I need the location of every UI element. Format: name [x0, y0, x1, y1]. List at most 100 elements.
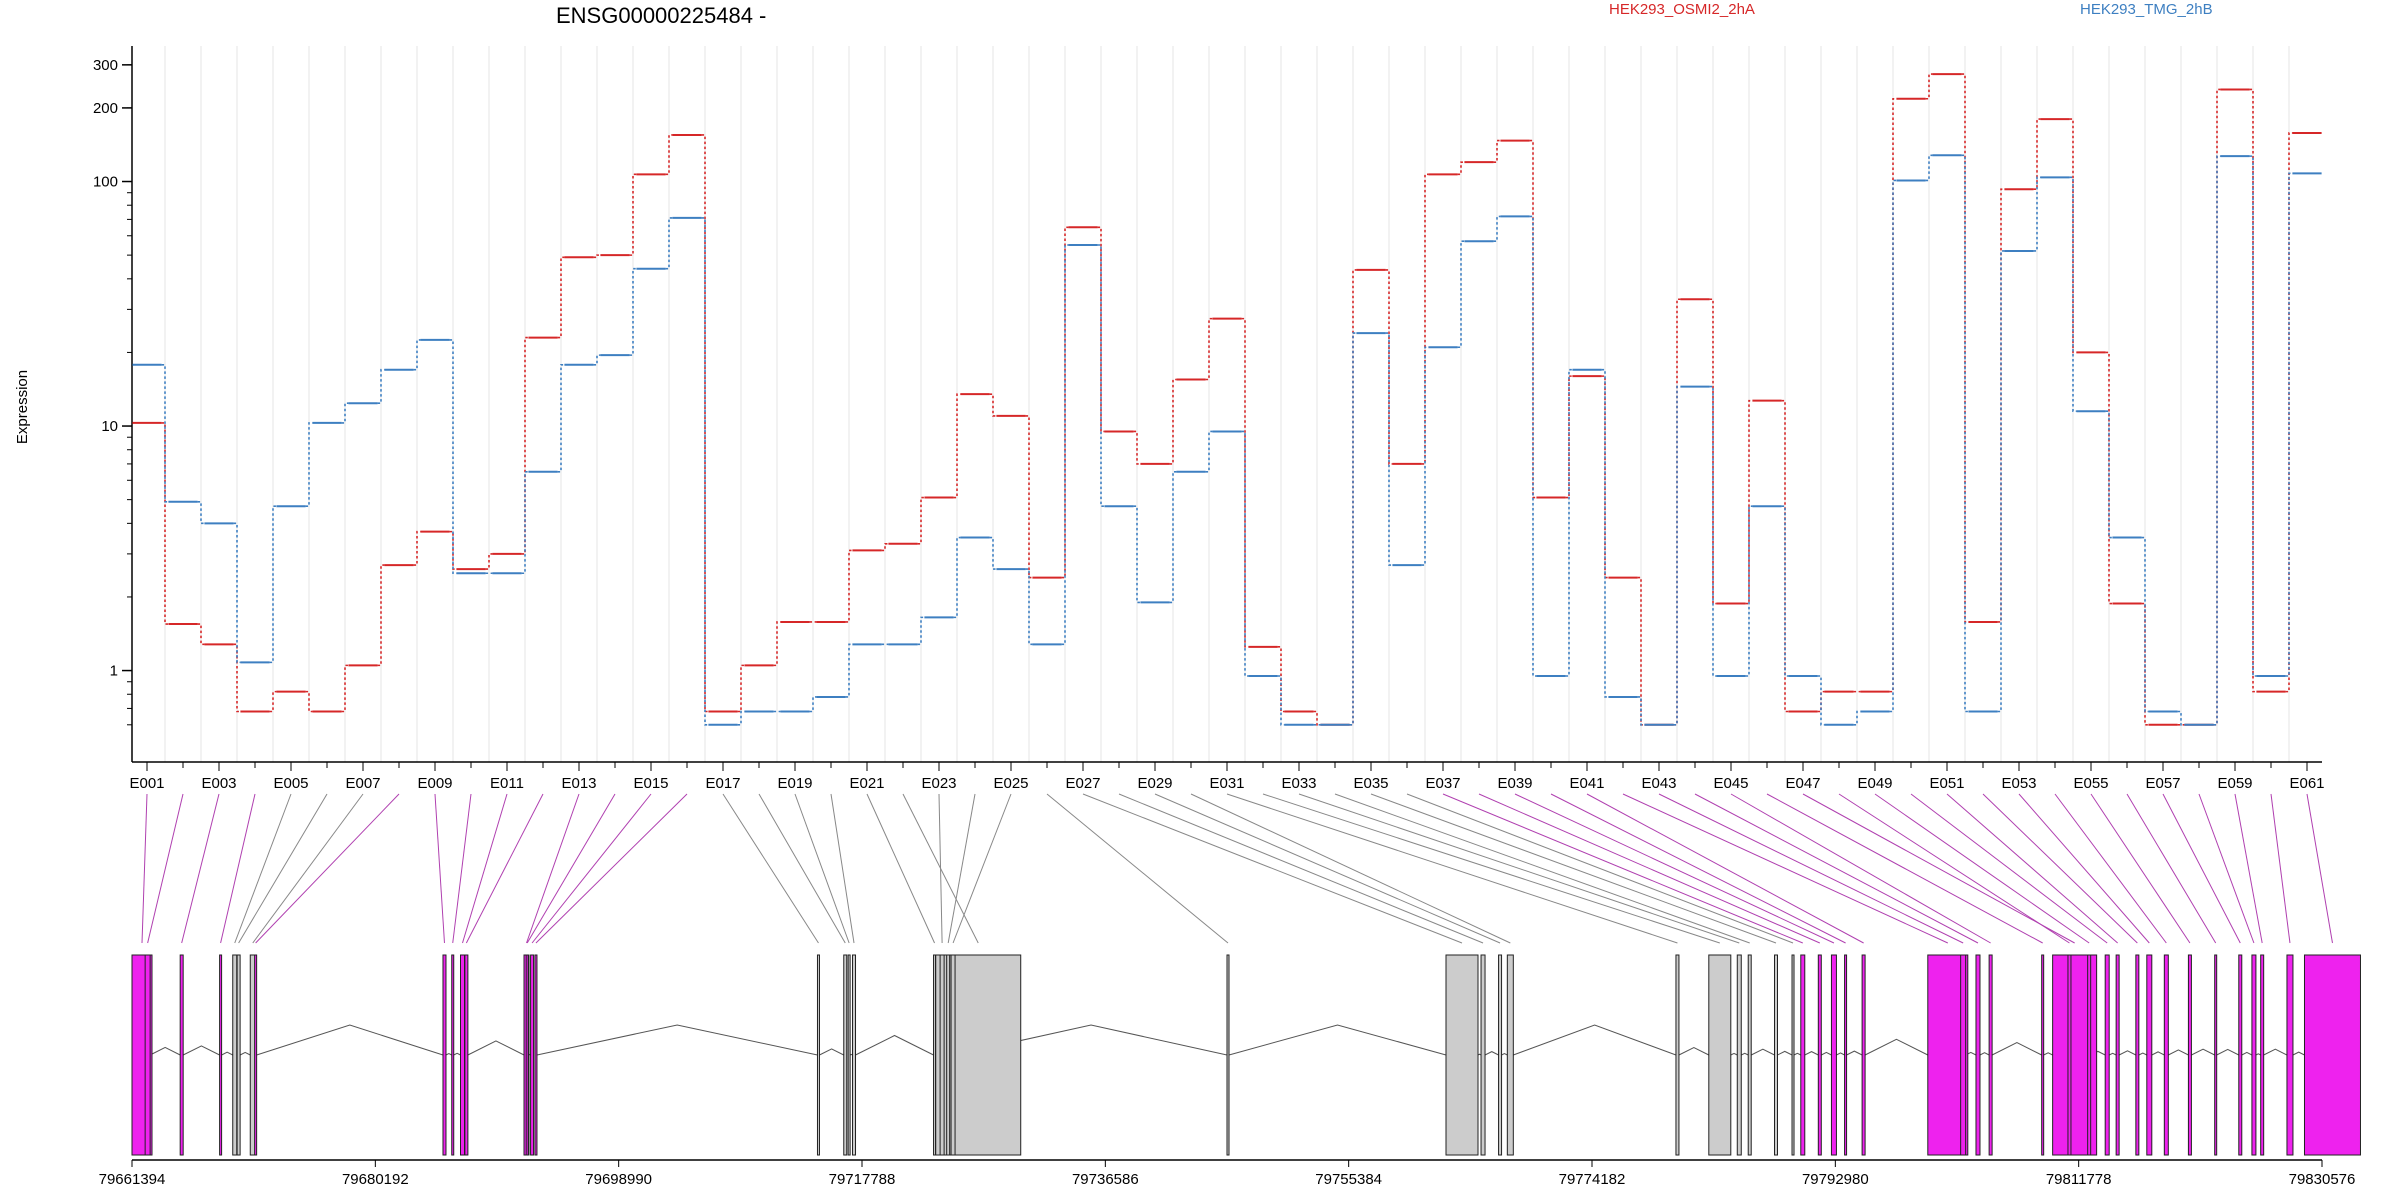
exon-block — [1226, 954, 1230, 1156]
series-connector — [989, 536, 997, 570]
exon-block — [1817, 954, 1822, 1156]
exon-connector — [1874, 793, 2090, 944]
series-connector — [1637, 696, 1645, 726]
exon-block — [236, 954, 241, 1156]
series-connector — [341, 402, 349, 424]
exon-connector — [526, 793, 616, 944]
exon-connector — [2018, 793, 2150, 944]
exon-connector — [238, 793, 328, 944]
intron — [2108, 1052, 2117, 1056]
series-connector — [1745, 505, 1753, 677]
exon-connector — [181, 793, 220, 944]
series-connector — [665, 134, 673, 176]
genomic-tick-label: 79661394 — [99, 1171, 166, 1188]
series-connector — [161, 364, 169, 503]
series-connector — [1889, 97, 1897, 693]
exon-block — [2087, 954, 2092, 1156]
series-connector — [1349, 332, 1357, 726]
series-connector — [737, 710, 745, 726]
intron — [1821, 1051, 1832, 1056]
intron — [1836, 1052, 1845, 1056]
series-connector — [1709, 298, 1717, 605]
x-tick-label: E025 — [993, 775, 1028, 792]
intron — [453, 1052, 461, 1056]
exon-block — [1960, 954, 1967, 1156]
exon-connector — [465, 793, 544, 944]
series-connector — [1853, 710, 1861, 726]
x-tick-label: E061 — [2289, 775, 2324, 792]
exon-connector — [1226, 793, 1678, 944]
exon-block — [219, 954, 223, 1156]
series-connector — [305, 422, 313, 508]
x-tick-label: E031 — [1209, 775, 1244, 792]
intron — [149, 1046, 181, 1056]
series-connector — [773, 621, 781, 667]
x-tick-label: E027 — [1065, 775, 1100, 792]
exon-connector — [1766, 793, 2043, 944]
exon-block — [179, 954, 184, 1156]
series-connector — [845, 643, 853, 698]
series-connector — [2105, 410, 2113, 539]
series-connector — [521, 470, 529, 575]
series-connector — [377, 564, 385, 667]
exon-connector — [1190, 793, 1511, 944]
series-connector — [1997, 188, 2005, 623]
series-connector — [2249, 88, 2257, 693]
exon-block — [1800, 954, 1806, 1156]
series-connector — [1565, 375, 1573, 499]
intron — [2151, 1051, 2165, 1056]
series-connector — [1457, 240, 1465, 349]
exon-block — [2260, 954, 2265, 1156]
intron — [2241, 1051, 2253, 1056]
exon-block — [2187, 954, 2192, 1156]
series-connector — [1745, 399, 1753, 605]
exon-connector — [531, 793, 652, 944]
genomic-tick-label: 79755384 — [1315, 1171, 1382, 1188]
intron — [1477, 1053, 1482, 1056]
exon-block — [530, 954, 535, 1156]
series-2 — [132, 154, 2322, 726]
exon-connector — [2054, 793, 2167, 944]
series-connector — [1565, 368, 1573, 677]
genomic-tick-label: 79698990 — [585, 1171, 652, 1188]
x-tick-label: E015 — [633, 775, 668, 792]
exon-connector — [1154, 793, 1501, 944]
series-connector — [629, 173, 637, 256]
genomic-tick-label: 79736586 — [1072, 1171, 1139, 1188]
exon-connector — [526, 793, 580, 944]
intron — [1979, 1052, 1990, 1056]
exon-block — [2041, 954, 2045, 1156]
intron — [221, 1051, 233, 1056]
intron — [2168, 1049, 2189, 1056]
exon-block — [1861, 954, 1866, 1156]
exon-connector — [434, 793, 445, 944]
intron — [1513, 1024, 1677, 1056]
exon-block — [939, 954, 945, 1156]
exon-connector — [2198, 793, 2255, 944]
x-tick-label: E039 — [1497, 775, 1532, 792]
x-tick-label: E053 — [2001, 775, 2036, 792]
exon-block — [2135, 954, 2140, 1156]
exon-block — [2067, 954, 2072, 1156]
series-connector — [1241, 317, 1249, 648]
x-tick-label: E005 — [273, 775, 308, 792]
exon-connector — [1910, 793, 2108, 944]
intron — [819, 1048, 844, 1056]
series-connector — [1925, 154, 1933, 182]
exon-connector — [147, 793, 184, 944]
legend-series-2: HEK293_TMG_2hB — [2080, 1, 2213, 18]
exon-block — [144, 954, 151, 1156]
series-connector — [989, 393, 997, 417]
exon-connector — [1046, 793, 1229, 944]
series-connector — [1817, 690, 1825, 713]
series-connector — [881, 542, 889, 552]
exon-block — [232, 954, 238, 1156]
x-tick-label: E021 — [849, 775, 884, 792]
exon-block — [1708, 954, 1732, 1156]
series-connector — [1169, 470, 1177, 604]
series-connector — [2141, 536, 2149, 713]
series-connector — [1025, 415, 1033, 579]
series-connector — [521, 336, 529, 555]
chart-title: ENSG00000225484 - — [556, 3, 766, 28]
